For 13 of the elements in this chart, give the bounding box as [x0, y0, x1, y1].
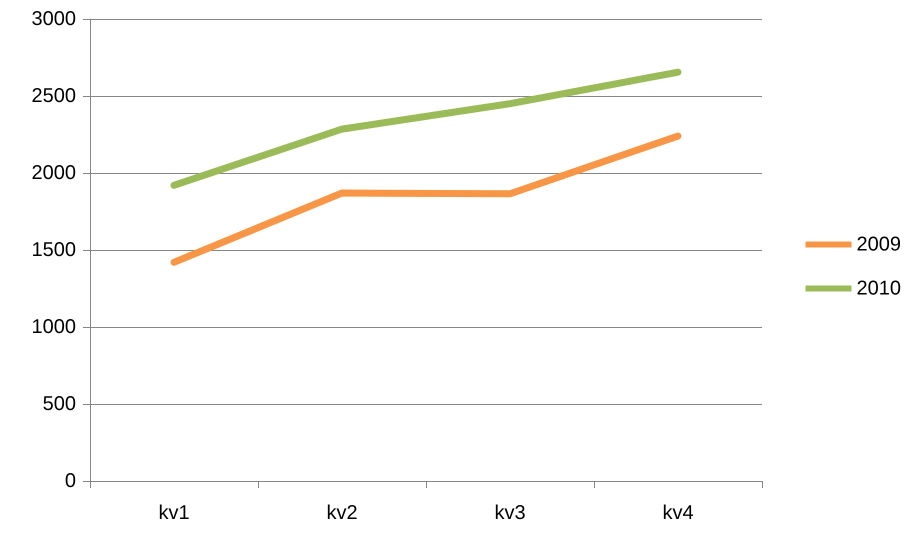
y-tick-label: 2000 [32, 162, 76, 184]
legend-label: 2010 [856, 278, 902, 300]
x-tick-label: kv1 [158, 502, 190, 524]
y-tick-label: 3000 [32, 8, 76, 30]
y-tick-label: 500 [42, 393, 76, 415]
y-tick-label: 1500 [32, 239, 76, 261]
y-tick-label: 1000 [32, 316, 76, 338]
x-tick-label: kv3 [494, 502, 526, 524]
x-tick-label: kv4 [662, 502, 694, 524]
legend-label: 2009 [856, 234, 902, 256]
x-tick-label: kv2 [326, 502, 358, 524]
y-tick-label: 2500 [32, 85, 76, 107]
y-tick-label: 0 [64, 470, 76, 492]
